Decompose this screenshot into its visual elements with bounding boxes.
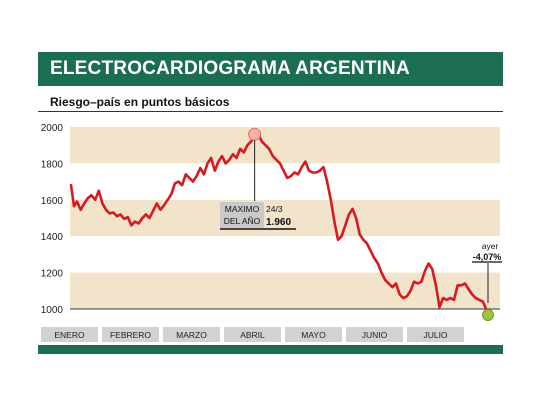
y-tick-label: 1400 [41, 232, 64, 243]
month-label: FEBRERO [110, 330, 151, 340]
title-bar: ELECTROCARDIOGRAMA ARGENTINA [38, 52, 503, 86]
end-change: -4,07% [473, 252, 502, 262]
month-label: JULIO [423, 330, 447, 340]
y-tick-label: 1200 [41, 269, 64, 280]
y-tick-label: 1600 [41, 196, 64, 207]
subtitle-rule [38, 111, 503, 112]
peak-value: 1.960 [266, 217, 291, 228]
y-tick-label: 2000 [41, 123, 64, 134]
y-tick-label: 1000 [41, 305, 64, 316]
series-line [69, 133, 488, 311]
month-box [285, 327, 342, 342]
month-box [102, 327, 159, 342]
month-box [224, 327, 281, 342]
month-box [346, 327, 403, 342]
peak-date: 24/3 [266, 204, 283, 214]
y-axis: 1000 1200 1400 1600 1800 2000 [41, 123, 64, 316]
peak-label-line2: DEL AÑO [224, 216, 261, 226]
peak-label-line1: MAXIMO [225, 204, 260, 214]
peak-label-box [220, 202, 264, 228]
month-label: MAYO [301, 330, 326, 340]
month-box [407, 327, 464, 342]
month-box [41, 327, 98, 342]
month-axis: ENERO FEBRERO MARZO ABRIL MAYO JUNIO JULIO [41, 327, 464, 342]
value-band [70, 272, 500, 309]
chart-subtitle: Riesgo–país en puntos básicos [50, 95, 230, 109]
peak-annotation: MAXIMO DEL AÑO 24/3 1.960 [220, 127, 296, 230]
month-label: ENERO [54, 330, 85, 340]
peak-marker [248, 127, 262, 141]
chart-title: ELECTROCARDIOGRAMA ARGENTINA [50, 58, 410, 79]
end-annotation: ayer-4,07% [472, 241, 502, 321]
y-tick-label: 1800 [41, 159, 64, 170]
month-label: JUNIO [362, 330, 388, 340]
month-box [163, 327, 220, 342]
bottom-bar [38, 345, 503, 354]
month-label: ABRIL [240, 330, 265, 340]
end-marker [482, 309, 494, 321]
month-label: MARZO [176, 330, 207, 340]
value-band [70, 127, 500, 164]
end-label: ayer [482, 241, 499, 251]
